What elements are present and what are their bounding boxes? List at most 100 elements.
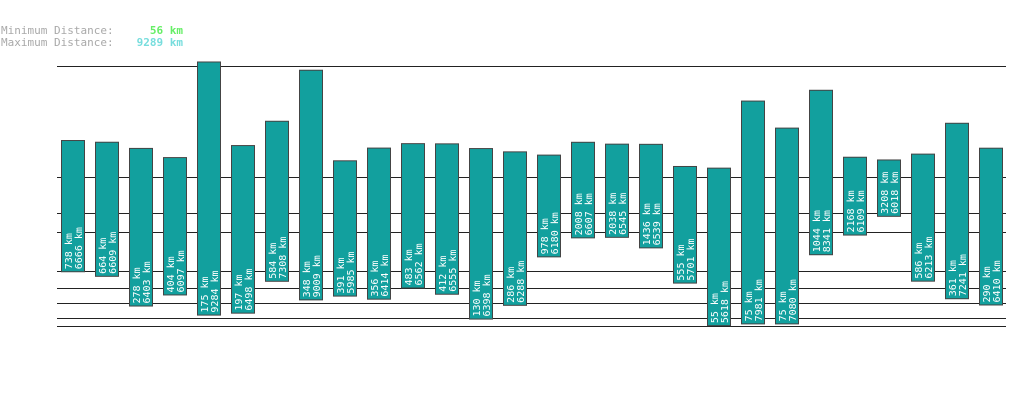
bar-min-label: 2038 km: [608, 193, 619, 235]
bar-max-label: 6288 km: [516, 261, 527, 303]
bar-range-label: 2008 km6607 km: [574, 193, 595, 235]
bar-range-label: 3208 km6018 km: [880, 172, 901, 214]
range-bar: [571, 141, 595, 239]
bar-max-label: 6666 km: [74, 227, 85, 269]
bar-max-label: 6498 km: [244, 269, 255, 311]
bar-min-label: 555 km: [676, 244, 687, 280]
bar-min-label: 1044 km: [812, 210, 823, 252]
bar-range-label: 404 km6097 km: [166, 250, 187, 292]
range-bar: [95, 141, 119, 277]
maximum-distance-value: 9289 km: [136, 36, 183, 49]
bar-max-label: 7981 km: [754, 279, 765, 321]
bar-range-label: 175 km9284 km: [200, 270, 221, 312]
bar-min-label: 404 km: [166, 256, 177, 292]
bar-min-label: 75 km: [744, 291, 755, 321]
bar-range-label: 483 km6562 km: [404, 243, 425, 285]
bar-min-label: 361 km: [948, 260, 959, 296]
bar-max-label: 6410 km: [992, 260, 1003, 302]
bar-max-label: 6539 km: [652, 203, 663, 245]
bar-range-label: 290 km6410 km: [982, 260, 1003, 302]
range-bar: [809, 89, 833, 256]
range-bar: [333, 160, 357, 297]
bar-range-label: 75 km7981 km: [744, 279, 765, 321]
maximum-distance-label: Maximum Distance:: [1, 36, 114, 49]
bar-range-label: 348 km9009 km: [302, 255, 323, 297]
range-bar: [503, 151, 527, 306]
bar-min-label: 197 km: [234, 275, 245, 311]
range-bar: [673, 165, 697, 284]
range-bar: [231, 145, 255, 314]
bar-range-label: 391 km5985 km: [336, 251, 357, 293]
bar-min-label: 2008 km: [574, 193, 585, 235]
bar-max-label: 9009 km: [312, 255, 323, 297]
bar-range-label: 75 km7080 km: [778, 279, 799, 321]
range-bar: [469, 148, 493, 320]
bar-max-label: 6213 km: [924, 237, 935, 279]
range-bar: [911, 153, 935, 282]
bar-max-label: 7241 km: [958, 254, 969, 296]
bar-range-label: 55 km5618 km: [710, 281, 731, 323]
bar-range-label: 361 km7241 km: [948, 254, 969, 296]
bar-range-label: 130 km6398 km: [472, 274, 493, 316]
minimum-distance-row: Minimum Distance: 56 km: [1, 25, 183, 37]
range-bar: [775, 127, 799, 325]
bar-range-label: 664 km6609 km: [98, 232, 119, 274]
bar-min-label: 664 km: [98, 238, 109, 274]
bar-range-label: 586 km6213 km: [914, 237, 935, 279]
range-bar: [537, 154, 561, 258]
bar-range-label: 2038 km6545 km: [608, 193, 629, 235]
bar-max-label: 6607 km: [584, 193, 595, 235]
bar-range-label: 197 km6498 km: [234, 269, 255, 311]
minimum-distance-value: 56 km: [149, 24, 183, 37]
bar-min-label: 75 km: [778, 291, 789, 321]
bar-range-label: 278 km6403 km: [132, 261, 153, 303]
bar-max-label: 6398 km: [482, 274, 493, 316]
bar-range-label: 286 km6288 km: [506, 261, 527, 303]
bar-min-label: 586 km: [914, 243, 925, 279]
bar-range-label: 738 km6666 km: [64, 227, 85, 269]
bar-max-label: 5618 km: [720, 281, 731, 323]
bar-range-label: 1044 km8341 km: [812, 210, 833, 252]
bar-max-label: 6609 km: [108, 232, 119, 274]
bar-range-label: 555 km5701 km: [676, 238, 697, 280]
bar-max-label: 6018 km: [890, 172, 901, 214]
range-bar: [979, 147, 1003, 306]
bar-min-label: 391 km: [336, 257, 347, 293]
range-bar: [129, 147, 153, 307]
bar-max-label: 6562 km: [414, 243, 425, 285]
bar-min-label: 3208 km: [880, 172, 891, 214]
bar-max-label: 6097 km: [176, 250, 187, 292]
bar-min-label: 584 km: [268, 243, 279, 279]
bar-min-label: 286 km: [506, 267, 517, 303]
range-bar: [741, 100, 765, 325]
bar-min-label: 2168 km: [846, 190, 857, 232]
bar-min-label: 978 km: [540, 218, 551, 254]
bar-max-label: 8341 km: [822, 210, 833, 252]
range-bar: [639, 143, 663, 249]
bar-min-label: 55 km: [710, 293, 721, 323]
range-bar: [61, 140, 85, 273]
bar-max-label: 9284 km: [210, 270, 221, 312]
range-bar: [163, 157, 187, 296]
bars-group: 738 km6666 km 664 km6609 km 278 km6403 km 4…: [61, 61, 1003, 327]
bar-max-label: 5985 km: [346, 251, 357, 293]
bar-range-label: 412 km6555 km: [438, 250, 459, 292]
bar-range-label: 978 km6180 km: [540, 212, 561, 254]
bar-range-label: 584 km7308 km: [268, 237, 289, 279]
bar-min-label: 356 km: [370, 261, 381, 297]
bar-max-label: 6109 km: [856, 190, 867, 232]
range-bar: [945, 122, 969, 300]
bar-max-label: 6180 km: [550, 212, 561, 254]
range-bar: [605, 143, 629, 238]
bar-max-label: 6414 km: [380, 255, 391, 297]
range-bar: [299, 69, 323, 301]
minimum-distance-label: Minimum Distance:: [1, 24, 114, 37]
range-bar: [265, 120, 289, 282]
range-bar: [707, 167, 731, 327]
bar-range-label: 1436 km6539 km: [642, 203, 663, 245]
range-bar: [843, 156, 867, 236]
bar-min-label: 290 km: [982, 266, 993, 302]
distance-summary: Minimum Distance: 56 km Maximum Distance:…: [1, 25, 183, 49]
bar-max-label: 6555 km: [448, 250, 459, 292]
